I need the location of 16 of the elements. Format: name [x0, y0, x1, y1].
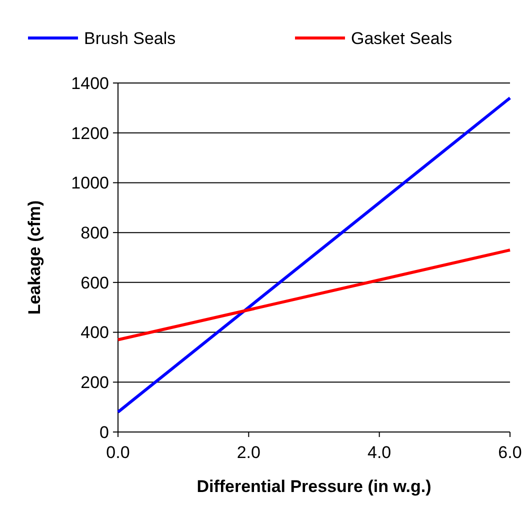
y-tick-label: 1400 — [71, 74, 109, 93]
y-tick-label: 800 — [80, 224, 109, 243]
y-axis-title: Leakage (cfm) — [25, 200, 44, 315]
y-tick-label: 1200 — [71, 124, 109, 143]
x-tick-label: 2.0 — [236, 443, 260, 462]
x-tick-label: 4.0 — [368, 443, 392, 462]
y-tick-label: 600 — [80, 273, 109, 292]
y-tick-label: 1000 — [71, 174, 109, 193]
legend-label: Gasket Seals — [351, 28, 452, 48]
x-tick-label: 6.0 — [498, 443, 522, 462]
legend-label: Brush Seals — [84, 28, 176, 48]
y-tick-label: 200 — [80, 373, 109, 392]
y-tick-label: 0 — [100, 422, 109, 442]
x-tick-label: 0.0 — [106, 443, 130, 462]
x-axis-title: Differential Pressure (in w.g.) — [196, 477, 432, 496]
y-tick-label: 400 — [80, 323, 109, 342]
